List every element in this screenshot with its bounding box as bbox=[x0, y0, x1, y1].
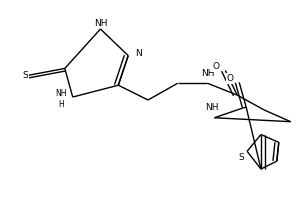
Text: NH: NH bbox=[94, 19, 107, 28]
Text: O: O bbox=[227, 74, 234, 83]
Text: NH
H: NH H bbox=[55, 89, 67, 109]
Text: S: S bbox=[22, 71, 28, 80]
Text: NH: NH bbox=[205, 103, 218, 112]
Text: NH: NH bbox=[201, 69, 214, 78]
Text: O: O bbox=[213, 62, 220, 71]
Text: S: S bbox=[238, 153, 244, 162]
Text: N: N bbox=[135, 49, 142, 58]
